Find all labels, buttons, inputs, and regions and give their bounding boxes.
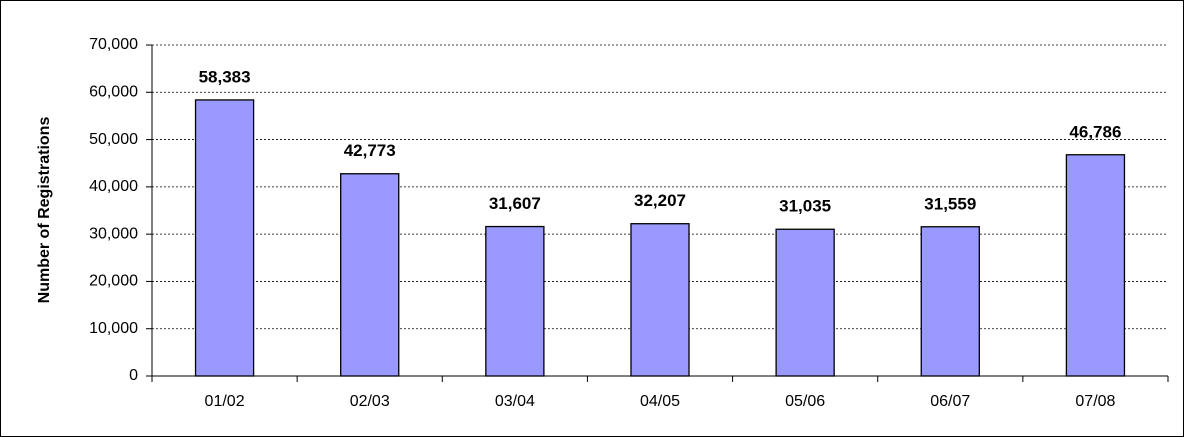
x-tick-label: 04/05 xyxy=(640,393,680,410)
value-label: 31,607 xyxy=(489,194,541,213)
value-label: 32,207 xyxy=(634,191,686,210)
y-tick-label: 20,000 xyxy=(89,273,138,290)
y-tick-label: 30,000 xyxy=(89,225,138,242)
y-tick-label: 70,000 xyxy=(89,36,138,53)
y-tick-label: 0 xyxy=(129,367,138,384)
value-label: 31,035 xyxy=(779,197,831,216)
y-tick-label: 40,000 xyxy=(89,178,138,195)
y-tick-label: 50,000 xyxy=(89,131,138,148)
bar xyxy=(920,226,980,377)
bar xyxy=(340,173,400,377)
x-tick-label: 05/06 xyxy=(785,393,825,410)
y-tick-label: 60,000 xyxy=(89,84,138,101)
x-tick-label: 03/04 xyxy=(495,393,535,410)
x-tick-label: 02/03 xyxy=(350,393,390,410)
bar xyxy=(194,99,255,377)
value-label: 46,786 xyxy=(1069,122,1121,141)
x-tick-label: 01/02 xyxy=(205,393,245,410)
value-label: 31,559 xyxy=(924,194,976,213)
x-tick-label: 07/08 xyxy=(1075,393,1115,410)
y-axis-title: Number of Registrations xyxy=(36,117,53,304)
bar xyxy=(485,225,545,377)
value-label: 42,773 xyxy=(344,141,396,160)
value-label: 58,383 xyxy=(199,67,251,86)
y-tick-label: 10,000 xyxy=(89,320,138,337)
bar xyxy=(1065,154,1126,377)
bar xyxy=(630,223,690,377)
x-tick-label: 06/07 xyxy=(930,393,970,410)
bar xyxy=(775,228,835,377)
